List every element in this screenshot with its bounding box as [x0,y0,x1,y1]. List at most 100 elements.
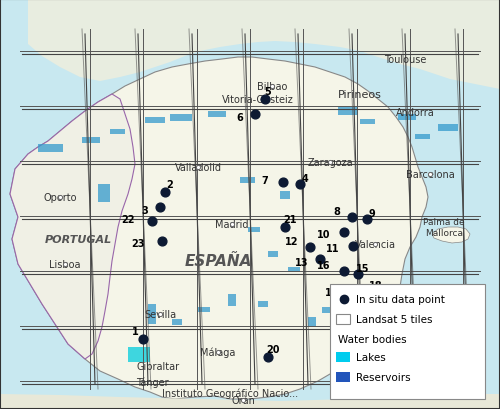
Polygon shape [432,227,470,243]
Point [367,288,375,294]
Point [156,204,164,211]
Text: Landsat 5 tiles: Landsat 5 tiles [356,314,432,324]
Bar [128,347,150,362]
Text: 3: 3 [142,205,148,216]
Point [161,189,169,196]
Text: 12: 12 [285,236,299,246]
Text: 22: 22 [122,214,135,225]
Text: 7: 7 [262,175,268,186]
Bar [338,108,358,116]
Text: 6: 6 [236,113,244,123]
Bar [288,267,300,272]
Text: Tánger: Tánger [136,377,168,387]
Bar [360,120,375,125]
Point [316,256,324,263]
Point [348,286,356,292]
Point [279,179,287,186]
Text: Andorra: Andorra [396,108,434,118]
Text: Málaga: Málaga [200,347,235,357]
Bar [82,138,100,144]
Point [158,238,166,245]
Bar [268,252,278,257]
Bar [336,314,350,324]
Text: 4: 4 [302,173,308,184]
Bar [38,145,63,153]
Bar [308,317,316,327]
Text: 9: 9 [368,209,376,218]
Text: 1: 1 [132,326,138,336]
Text: 13: 13 [295,257,309,267]
Text: Oràn: Oràn [231,395,255,405]
Point [363,216,371,223]
Text: Reservoirs: Reservoirs [356,372,410,382]
Bar [280,191,290,200]
Bar [228,294,236,306]
Text: Valladolid: Valladolid [174,163,222,173]
FancyBboxPatch shape [330,284,485,399]
Text: 20: 20 [266,344,280,354]
Text: 23: 23 [132,238,145,248]
Polygon shape [0,394,500,409]
Text: Toulouse: Toulouse [384,55,426,65]
Bar [336,372,350,382]
Text: Lakes: Lakes [356,352,386,362]
Text: Water bodies: Water bodies [338,334,406,344]
Point [296,181,304,188]
Text: Gibraltar: Gibraltar [136,361,180,371]
Bar [198,307,210,312]
Text: 8: 8 [334,207,340,216]
Bar [336,352,350,362]
Text: PORTUGAL: PORTUGAL [44,234,112,245]
Text: 15: 15 [356,263,370,273]
Bar [438,125,458,132]
Text: Vitoria-Gasteiz: Vitoria-Gasteiz [222,95,294,105]
Polygon shape [10,58,428,399]
Text: Bilbao: Bilbao [257,82,287,92]
Point [331,318,339,324]
Point [348,214,356,221]
Point [139,336,147,342]
Text: Zaragoza: Zaragoza [307,157,353,168]
Bar [145,118,165,124]
Text: Barcelona: Barcelona [406,170,454,180]
Point [264,354,272,360]
Text: Oporto: Oporto [44,193,77,202]
Text: 18: 18 [369,280,383,290]
Point [281,224,289,231]
Polygon shape [28,0,500,90]
Bar [110,130,125,135]
Bar [248,227,260,232]
Bar [170,115,192,122]
Text: 17: 17 [325,287,339,297]
Text: 5: 5 [264,87,272,97]
Bar [322,307,332,313]
Text: Murcia: Murcia [342,299,374,309]
Bar [148,304,156,324]
Text: 21: 21 [283,214,297,225]
Point [251,111,259,118]
Text: Lisboa: Lisboa [50,259,81,270]
Polygon shape [10,95,135,359]
Text: 16: 16 [318,261,331,270]
Text: 19: 19 [333,308,347,318]
Point [306,244,314,251]
Point [148,218,156,225]
Text: 2: 2 [166,180,173,189]
Bar [415,135,430,139]
Point [340,229,348,236]
Point [349,243,357,249]
Bar [208,112,226,118]
Bar [172,319,182,325]
Bar [398,115,416,121]
Text: In situ data point: In situ data point [356,294,445,304]
Bar [98,184,110,202]
Text: Sevilla: Sevilla [144,309,176,319]
Text: Palma de
Mallorca: Palma de Mallorca [423,218,465,237]
Text: Valencia: Valencia [354,239,396,249]
Bar [240,178,255,184]
Point [340,268,348,274]
Text: 11: 11 [326,243,340,254]
Text: Madrid: Madrid [216,220,249,229]
Point [261,97,269,103]
Text: 10: 10 [318,229,331,239]
